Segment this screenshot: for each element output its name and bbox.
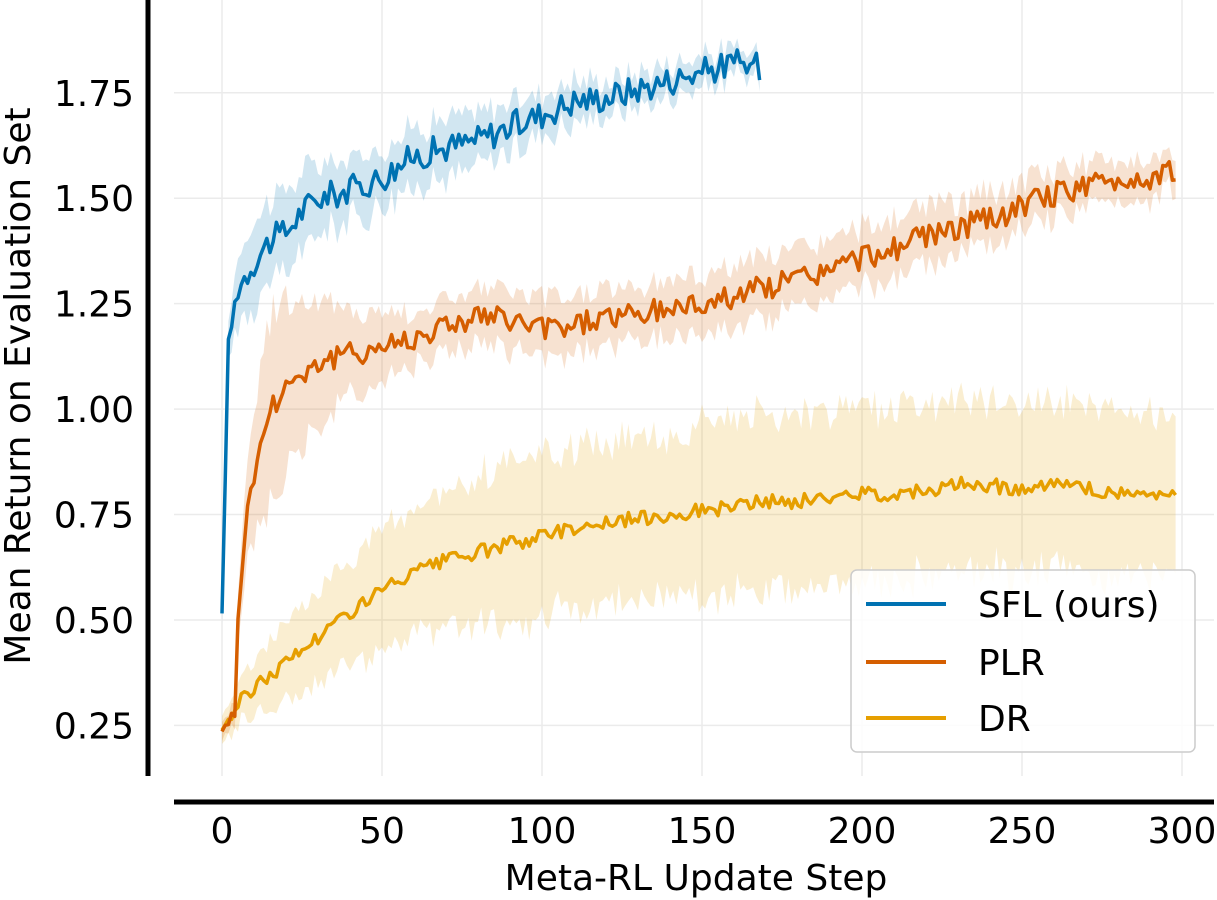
- x-tick-label: 100: [508, 811, 577, 852]
- series-line-1: [220, 159, 1176, 733]
- tick-labels: 0 50 100 150 200 250 300 0.25 0.50 0.75 1.00 1.25 1.…: [54, 74, 1217, 852]
- legend-label-plr: PLR: [978, 643, 1045, 684]
- x-tick-label: 200: [828, 811, 897, 852]
- y-tick-label: 1.25: [54, 285, 134, 326]
- series-line-0: [220, 48, 762, 614]
- x-tick-label: 250: [988, 811, 1057, 852]
- y-tick-label: 0.25: [54, 706, 134, 747]
- confidence-band-2: [222, 382, 1176, 744]
- series-line-2: [220, 475, 1177, 731]
- y-tick-label: 0.50: [54, 601, 134, 642]
- confidence-band-1: [222, 147, 1176, 742]
- legend-label-sfl: SFL (ours): [978, 585, 1160, 626]
- x-tick-label: 50: [359, 811, 405, 852]
- y-tick-label: 0.75: [54, 496, 134, 537]
- x-tick-label: 0: [211, 811, 234, 852]
- axes: [145, 0, 1214, 805]
- confidence-band-0: [222, 38, 760, 624]
- confidence-bands: [222, 38, 1176, 744]
- legend-box: [850, 569, 1196, 753]
- x-tick-label: 300: [1148, 811, 1217, 852]
- y-axis-label: Mean Return on Evaluation Set: [0, 107, 39, 664]
- series-lines: [220, 48, 1177, 733]
- x-tick-label: 150: [668, 811, 737, 852]
- legend: SFL (ours) PLR DR: [850, 569, 1196, 753]
- y-tick-label: 1.00: [54, 390, 134, 431]
- y-tick-label: 1.75: [54, 74, 134, 115]
- legend-label-dr: DR: [978, 699, 1031, 740]
- x-axis-label: Meta-RL Update Step: [505, 858, 888, 899]
- y-tick-label: 1.50: [54, 179, 134, 220]
